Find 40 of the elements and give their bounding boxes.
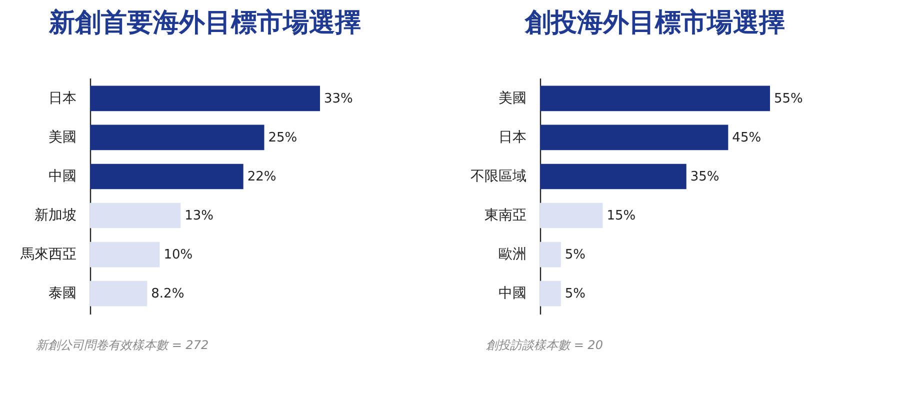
- y-tick-label: 馬來西亞: [20, 246, 76, 263]
- y-tick-label: 歐洲: [498, 246, 526, 263]
- y-tick-label: 泰國: [48, 286, 76, 302]
- bar: [540, 202, 603, 228]
- bar: [90, 86, 320, 112]
- data-label: 8.2%: [151, 286, 184, 302]
- y-tick-label: 中國: [48, 168, 76, 184]
- y-tick-label: 東南亞: [484, 208, 526, 224]
- data-label: 45%: [732, 130, 762, 146]
- chart-title: 創投海外目標市場選擇: [524, 8, 785, 38]
- bar: [90, 164, 244, 190]
- data-label: 33%: [324, 91, 353, 106]
- chart-title: 新創首要海外目標市場選擇: [48, 8, 361, 38]
- y-tick-label: 日本: [498, 129, 526, 146]
- data-label: 13%: [184, 208, 214, 224]
- bar: [540, 86, 770, 112]
- bar: [540, 242, 561, 268]
- bar: [90, 280, 148, 306]
- data-label: 55%: [774, 91, 803, 106]
- data-label: 10%: [164, 248, 193, 263]
- text: 新創公司問卷有效樣本數 = 272: [36, 337, 210, 354]
- data-label: 5%: [564, 248, 586, 263]
- bar: [90, 124, 264, 150]
- data-label: 22%: [247, 169, 276, 184]
- y-tick-label: 美國: [498, 90, 526, 106]
- data-label: 35%: [690, 169, 720, 184]
- text: 創投訪談樣本數 = 20: [486, 337, 604, 354]
- y-tick-label: 日本: [48, 90, 76, 106]
- y-tick-label: 美國: [48, 129, 76, 146]
- bar: [540, 280, 561, 306]
- data-label: 5%: [564, 286, 586, 302]
- y-tick-label: 中國: [498, 286, 526, 302]
- data-label: 25%: [268, 130, 298, 146]
- y-tick-label: 新加坡: [34, 208, 76, 224]
- bar: [540, 164, 686, 190]
- bar: [90, 202, 181, 228]
- y-tick-label: 不限區域: [470, 168, 526, 184]
- bar: [540, 124, 728, 150]
- data-label: 15%: [606, 208, 636, 224]
- bar: [90, 242, 160, 268]
